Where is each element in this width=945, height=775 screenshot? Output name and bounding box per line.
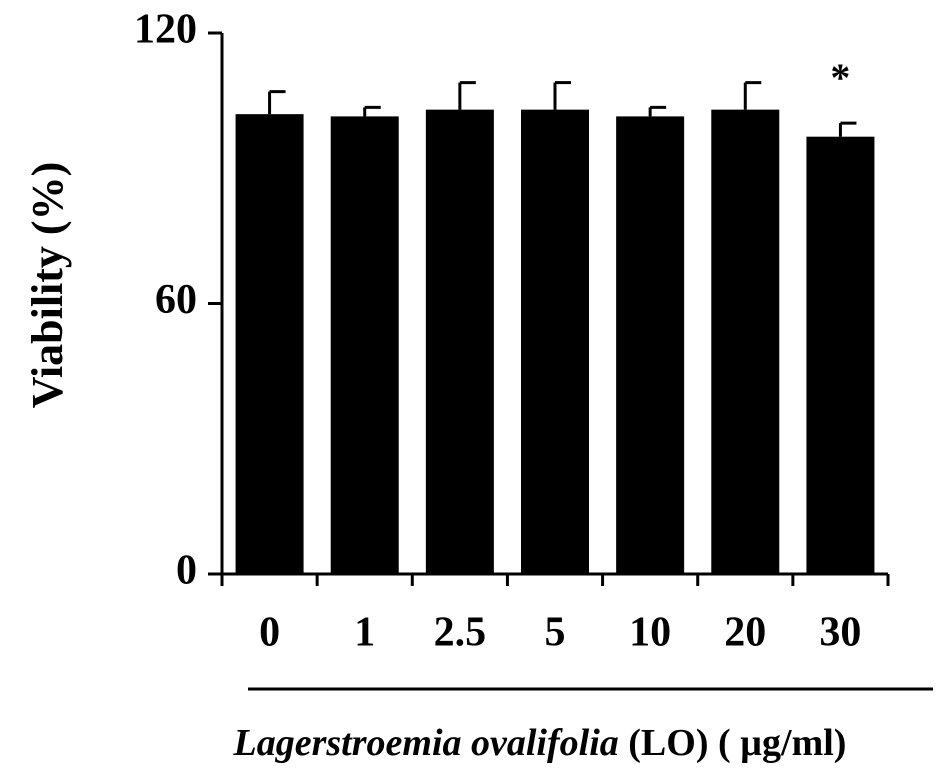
x-tick-label: 0 [259, 610, 280, 656]
y-tick-label: 120 [134, 7, 197, 53]
bar [711, 109, 780, 575]
bar [425, 109, 494, 575]
bar [616, 116, 685, 574]
x-axis-label-species: Lagerstroemia ovalifolia [233, 722, 619, 764]
bars [235, 81, 875, 575]
x-tick-label: 30 [819, 610, 861, 656]
x-axis-label-units: (LO) ( µg/ml) [619, 722, 847, 764]
x-axis-label: Lagerstroemia ovalifolia (LO) ( µg/ml) [233, 722, 847, 764]
y-axis-label: Viability (%) [23, 162, 72, 408]
bar [806, 136, 875, 575]
y-tick-label: 0 [176, 548, 197, 594]
tick-labels: 0 60 120 0 1 2.5 5 10 20 * 30 [134, 7, 861, 656]
x-tick-label: 10 [629, 610, 671, 656]
x-tick-label: 5 [545, 610, 566, 656]
bar [521, 109, 589, 575]
x-tick-label: 1 [354, 610, 375, 656]
significance-marker: * [830, 55, 850, 100]
y-tick-label: 60 [155, 277, 197, 323]
bar [330, 116, 399, 574]
bar [235, 114, 304, 575]
x-tick-label: 2.5 [434, 610, 487, 656]
x-tick-label: 20 [724, 610, 766, 656]
